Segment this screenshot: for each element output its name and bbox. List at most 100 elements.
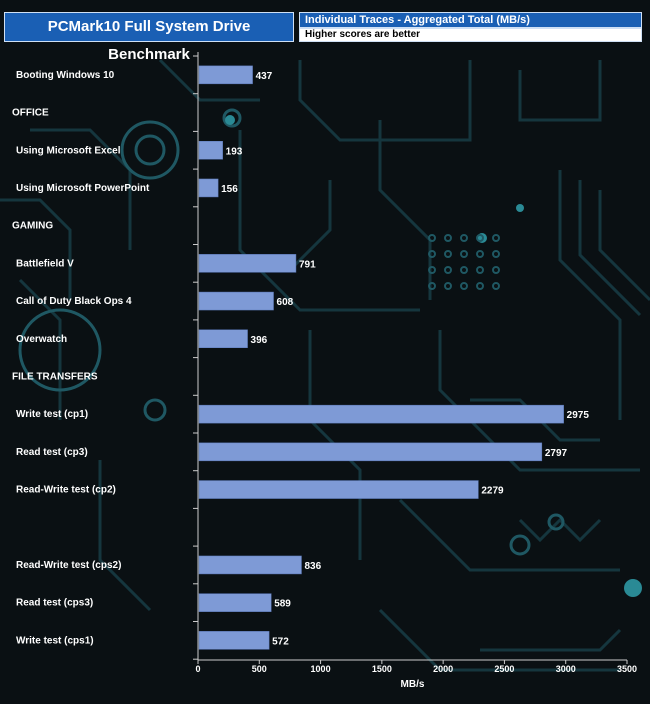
data-label: 572 — [272, 636, 289, 647]
circuit-trace — [18, 278, 62, 420]
bar — [198, 178, 219, 198]
bar — [198, 631, 270, 650]
circuit-trace — [480, 628, 622, 652]
x-tick-label: 3500 — [617, 664, 637, 674]
category-section-label: FILE TRANSFERS — [12, 371, 98, 382]
x-tick-label: 1000 — [311, 664, 331, 674]
circuit-dot — [460, 282, 468, 290]
circuit-dot — [492, 266, 500, 274]
data-label: 836 — [304, 561, 321, 572]
data-label: 2975 — [567, 410, 590, 421]
bar — [198, 442, 543, 462]
circuit-dot — [444, 250, 452, 258]
category-label: Read test (cp3) — [16, 447, 88, 458]
category-label: Read test (cps3) — [16, 598, 93, 609]
x-tick-label: 2500 — [494, 664, 514, 674]
category-section-label: GAMING — [12, 221, 53, 232]
data-label: 791 — [299, 259, 316, 270]
circuit-ring — [120, 120, 180, 180]
x-tick-label: 0 — [195, 664, 200, 674]
circuit-trace — [238, 130, 420, 312]
circuit-trace — [598, 190, 650, 302]
circuit-ring — [222, 108, 242, 128]
category-section-label: OFFICE — [12, 108, 49, 119]
bar — [198, 141, 223, 160]
circuit-dot — [492, 234, 500, 242]
x-tick-label: 2000 — [433, 664, 453, 674]
bar — [198, 65, 253, 85]
category-label: Battlefield V — [16, 258, 74, 269]
bar — [198, 593, 272, 612]
bar — [198, 291, 274, 311]
x-tick-label: 3000 — [556, 664, 576, 674]
chart-title: PCMark10 Full System Drive Benchmark — [4, 12, 294, 63]
category-label: Using Microsoft Excel — [16, 145, 121, 156]
category-label: Using Microsoft PowerPoint — [16, 183, 150, 194]
circuit-trace — [398, 498, 620, 572]
circuit-trace — [30, 128, 132, 250]
circuit-ring — [509, 534, 531, 556]
circuit-trace — [98, 460, 152, 612]
data-label: 193 — [226, 146, 243, 157]
data-label: 2797 — [545, 448, 568, 459]
category-label: Overwatch — [16, 334, 67, 345]
circuit-dot — [428, 266, 436, 274]
circuit-trace — [438, 330, 640, 472]
bar — [198, 254, 297, 273]
circuit-trace — [0, 198, 72, 300]
x-axis-label: MB/s — [401, 679, 425, 690]
circuit-dot — [476, 266, 484, 274]
circuit-ring — [134, 134, 166, 166]
x-tick-label: 1500 — [372, 664, 392, 674]
data-label: 156 — [221, 184, 238, 195]
bar — [198, 404, 564, 424]
data-label: 2279 — [481, 486, 504, 497]
circuit-trace — [378, 608, 620, 672]
circuit-trace — [558, 170, 622, 420]
data-label: 589 — [274, 599, 291, 610]
circuit-dot — [476, 234, 484, 242]
circuit-dot — [444, 234, 452, 242]
circuit-ring — [143, 398, 167, 422]
circuit-dot — [492, 282, 500, 290]
data-label: 396 — [251, 335, 268, 346]
category-label: Read-Write test (cp2) — [16, 485, 116, 496]
circuit-pad — [225, 115, 235, 125]
circuit-dot — [492, 250, 500, 258]
circuit-dot — [444, 282, 452, 290]
circuit-trace — [578, 180, 642, 317]
circuit-dot — [460, 234, 468, 242]
circuit-dot — [428, 250, 436, 258]
circuit-ring — [18, 308, 102, 392]
circuit-dot — [428, 234, 436, 242]
circuit-dot — [460, 266, 468, 274]
circuit-trace — [298, 60, 472, 142]
bar — [198, 329, 248, 348]
category-label: Write test (cp1) — [16, 409, 88, 420]
circuit-pad — [516, 204, 524, 212]
bar — [198, 480, 479, 499]
category-label: Write test (cps1) — [16, 635, 94, 646]
circuit-trace — [288, 180, 332, 272]
category-label: Booting Windows 10 — [16, 70, 115, 81]
circuit-dot — [428, 282, 436, 290]
x-tick-label: 500 — [252, 664, 267, 674]
circuit-dot — [476, 282, 484, 290]
circuit-ring — [547, 513, 565, 531]
data-label: 437 — [256, 71, 273, 82]
circuit-trace — [518, 517, 602, 543]
chart-subtitle: Individual Traces - Aggregated Total (MB… — [299, 12, 642, 28]
category-label: Call of Duty Black Ops 4 — [16, 296, 132, 307]
circuit-pad — [624, 579, 642, 597]
bar — [198, 555, 302, 575]
category-label: Read-Write test (cps2) — [16, 560, 121, 571]
data-label: 608 — [277, 297, 294, 308]
circuit-dot — [460, 250, 468, 258]
chart-note: Higher scores are better — [299, 28, 642, 42]
circuit-dot — [444, 266, 452, 274]
circuit-dot — [476, 250, 484, 258]
circuit-trace — [158, 58, 260, 102]
